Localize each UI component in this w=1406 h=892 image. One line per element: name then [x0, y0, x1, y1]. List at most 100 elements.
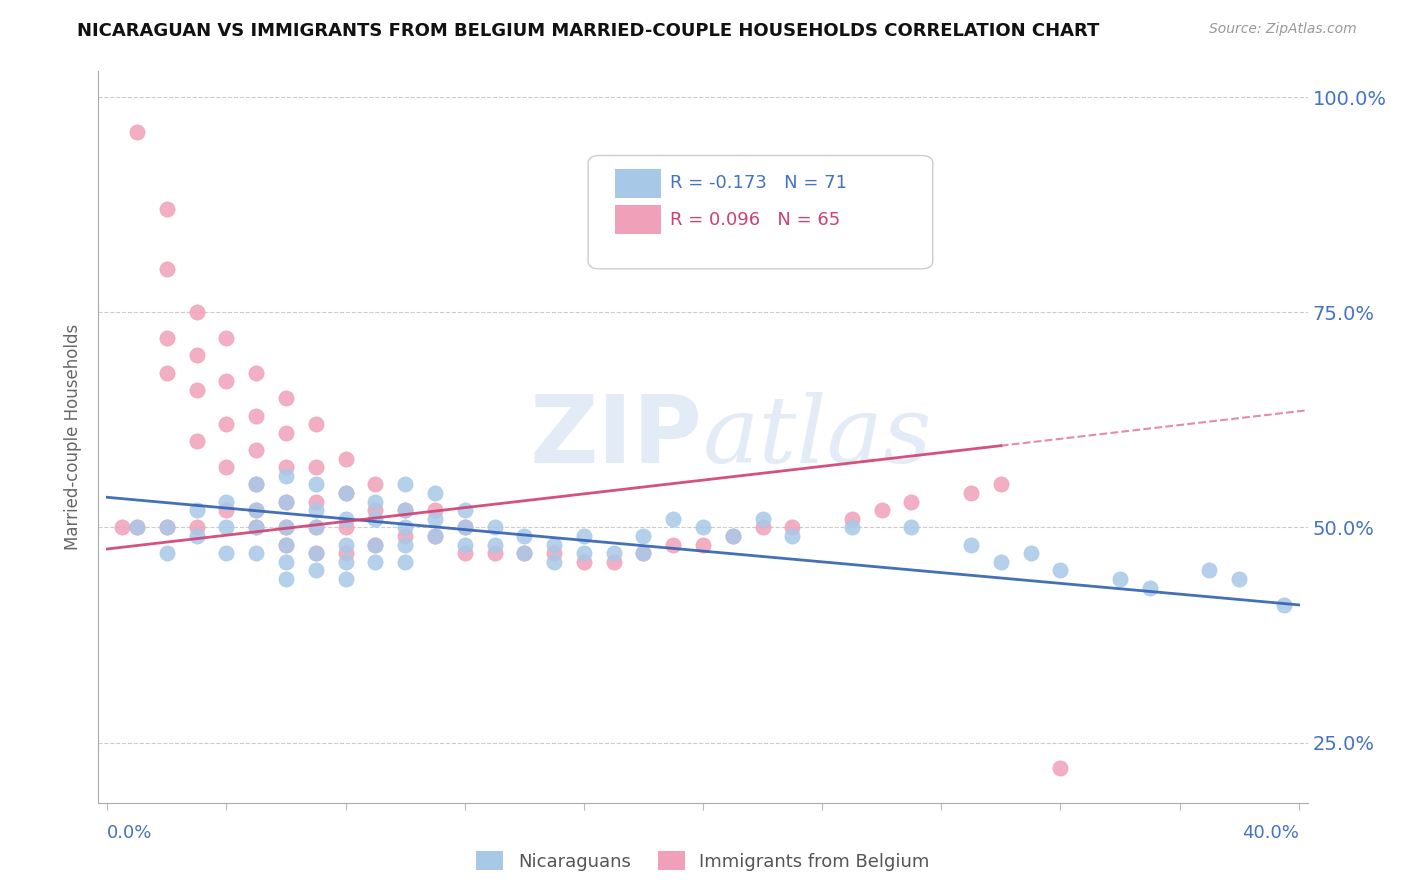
Point — [335, 572, 357, 586]
Point — [1109, 572, 1132, 586]
Point — [782, 520, 804, 534]
Point — [335, 512, 357, 526]
Point — [1227, 572, 1250, 586]
Point — [543, 555, 565, 569]
Point — [245, 442, 267, 457]
Point — [215, 374, 238, 388]
Point — [423, 503, 446, 517]
Point — [156, 202, 179, 216]
Point — [245, 503, 267, 517]
Point — [274, 538, 297, 552]
Point — [305, 546, 328, 560]
Point — [751, 512, 773, 526]
Point — [572, 555, 595, 569]
Point — [602, 555, 624, 569]
Text: 0.0%: 0.0% — [107, 824, 153, 842]
Point — [423, 486, 446, 500]
Point — [960, 486, 983, 500]
Point — [245, 477, 267, 491]
Point — [186, 520, 208, 534]
Point — [156, 331, 179, 345]
Point — [364, 512, 387, 526]
Point — [900, 520, 922, 534]
Point — [305, 494, 328, 508]
Point — [633, 529, 655, 543]
Point — [602, 546, 624, 560]
Point — [662, 512, 685, 526]
Point — [394, 503, 416, 517]
Point — [662, 538, 685, 552]
Point — [484, 546, 506, 560]
Point — [990, 477, 1012, 491]
Text: ZIP: ZIP — [530, 391, 703, 483]
Point — [394, 538, 416, 552]
Point — [274, 392, 297, 406]
Point — [513, 529, 536, 543]
Y-axis label: Married-couple Households: Married-couple Households — [65, 324, 83, 550]
Point — [572, 546, 595, 560]
Point — [186, 434, 208, 449]
Point — [364, 538, 387, 552]
Point — [274, 538, 297, 552]
Point — [215, 546, 238, 560]
Point — [186, 503, 208, 517]
Point — [454, 520, 477, 534]
Point — [1049, 761, 1071, 775]
Point — [215, 503, 238, 517]
Point — [305, 520, 328, 534]
Point — [870, 503, 893, 517]
Point — [335, 538, 357, 552]
Point — [335, 451, 357, 466]
Point — [394, 477, 416, 491]
Point — [721, 529, 744, 543]
Text: NICARAGUAN VS IMMIGRANTS FROM BELGIUM MARRIED-COUPLE HOUSEHOLDS CORRELATION CHAR: NICARAGUAN VS IMMIGRANTS FROM BELGIUM MA… — [77, 22, 1099, 40]
Point — [513, 546, 536, 560]
Point — [454, 546, 477, 560]
Point — [484, 520, 506, 534]
Point — [572, 529, 595, 543]
Bar — [614, 169, 661, 198]
Text: 40.0%: 40.0% — [1241, 824, 1299, 842]
Point — [156, 546, 179, 560]
Point — [1272, 598, 1295, 612]
Point — [245, 546, 267, 560]
Point — [394, 529, 416, 543]
Point — [245, 477, 267, 491]
Point — [215, 520, 238, 534]
Point — [245, 520, 267, 534]
Point — [543, 546, 565, 560]
Legend: Nicaraguans, Immigrants from Belgium: Nicaraguans, Immigrants from Belgium — [470, 844, 936, 878]
Point — [156, 520, 179, 534]
Point — [364, 503, 387, 517]
Point — [484, 538, 506, 552]
Point — [1198, 564, 1220, 578]
Point — [245, 366, 267, 380]
Point — [305, 477, 328, 491]
Point — [423, 529, 446, 543]
Point — [335, 555, 357, 569]
Text: atlas: atlas — [703, 392, 932, 482]
Point — [274, 460, 297, 475]
Point — [394, 520, 416, 534]
Point — [364, 555, 387, 569]
Point — [990, 555, 1012, 569]
Point — [215, 331, 238, 345]
Text: R = 0.096   N = 65: R = 0.096 N = 65 — [671, 211, 841, 229]
Point — [633, 546, 655, 560]
Point — [394, 555, 416, 569]
Point — [692, 538, 714, 552]
Point — [751, 520, 773, 534]
Point — [305, 520, 328, 534]
Point — [127, 520, 149, 534]
Point — [841, 520, 863, 534]
Point — [215, 417, 238, 432]
Point — [394, 503, 416, 517]
Point — [215, 460, 238, 475]
Point — [782, 529, 804, 543]
Point — [274, 520, 297, 534]
Point — [274, 494, 297, 508]
Point — [1139, 581, 1161, 595]
Point — [156, 262, 179, 277]
Point — [274, 468, 297, 483]
Point — [900, 494, 922, 508]
